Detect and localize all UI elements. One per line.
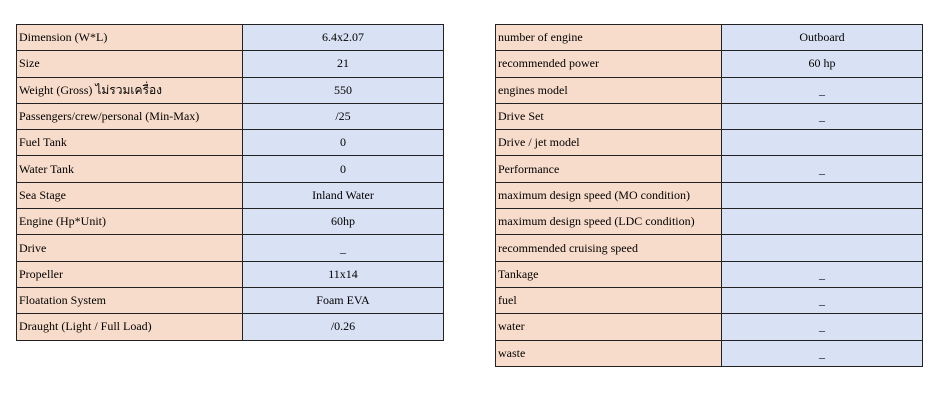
row-label: Engine (Hp*Unit) (16, 208, 243, 236)
row-value: /25 (242, 102, 444, 131)
table-row: Weight (Gross) ไม่รวมเครื่อง 550 (16, 76, 444, 104)
table-row: Performance _ (495, 155, 923, 183)
table-row: waste _ (495, 339, 923, 367)
table-row: number of engine Outboard (495, 23, 923, 52)
table-row: maximum design speed (LDC condition) (495, 208, 923, 236)
row-value: 21 (242, 50, 444, 78)
left-table: Dimension (W*L) 6.4x2.07 Size 21 Weight (Gro… (16, 23, 444, 341)
row-value: _ (242, 234, 444, 262)
table-row: Passengers/crew/personal (Min-Max)/25 (16, 102, 444, 131)
row-value (721, 181, 923, 210)
table-row: recommended cruising speed (495, 234, 923, 262)
row-label: recommended cruising speed (495, 234, 722, 262)
table-row: fuel _ (495, 286, 923, 315)
row-label: Water Tank (16, 155, 243, 183)
row-value: 0 (242, 155, 444, 183)
table-row: Sea Stage Inland Water (16, 181, 444, 210)
table-row: Water Tank 0 (16, 155, 444, 183)
row-value: /0.26 (242, 313, 444, 341)
right-table: number of engine Outboard recommended powe… (495, 23, 923, 367)
table-row: Drive _ (16, 234, 444, 262)
row-label: water (495, 313, 722, 341)
row-label: Sea Stage (16, 181, 243, 210)
row-value: 60 hp (721, 50, 923, 78)
row-value: _ (721, 313, 923, 341)
row-value: _ (721, 339, 923, 367)
row-value: _ (721, 102, 923, 131)
row-label: Drive / jet model (495, 129, 722, 157)
table-row: water _ (495, 313, 923, 341)
row-value: _ (721, 155, 923, 183)
row-value: _ (721, 76, 923, 104)
row-label: Performance (495, 155, 722, 183)
table-row: Dimension (W*L) 6.4x2.07 (16, 23, 444, 52)
table-row: Tankage _ (495, 260, 923, 288)
row-label: Propeller (16, 260, 243, 288)
row-label: Passengers/crew/personal (Min-Max) (16, 102, 243, 131)
row-label: Tankage (495, 260, 722, 288)
table-row: Engine (Hp*Unit) 60hp (16, 208, 444, 236)
table-row: Fuel Tank 0 (16, 129, 444, 157)
row-value: 0 (242, 129, 444, 157)
row-value (721, 208, 923, 236)
row-value: Outboard (721, 23, 923, 52)
row-value: 550 (242, 76, 444, 104)
row-label: Dimension (W*L) (16, 23, 243, 52)
row-value: 11x14 (242, 260, 444, 288)
table-row: Size 21 (16, 50, 444, 78)
row-label: Drive Set (495, 102, 722, 131)
row-label: Drive (16, 234, 243, 262)
table-row: Propeller 11x14 (16, 260, 444, 288)
row-label: Draught (Light / Full Load) (16, 313, 243, 341)
row-label: maximum design speed (MO condition) (495, 181, 722, 210)
row-value: 6.4x2.07 (242, 23, 444, 52)
table-row: engines model _ (495, 76, 923, 104)
row-value: _ (721, 286, 923, 315)
row-value (721, 234, 923, 262)
row-label: Weight (Gross) ไม่รวมเครื่อง (16, 76, 243, 104)
table-row: Floatation System Foam EVA (16, 286, 444, 315)
row-label: Floatation System (16, 286, 243, 315)
row-value: 60hp (242, 208, 444, 236)
table-row: Drive / jet model (495, 129, 923, 157)
table-row: maximum design speed (MO condition) (495, 181, 923, 210)
table-row: Drive Set _ (495, 102, 923, 131)
row-label: Fuel Tank (16, 129, 243, 157)
row-value (721, 129, 923, 157)
row-value: _ (721, 260, 923, 288)
row-label: waste (495, 339, 722, 367)
row-label: fuel (495, 286, 722, 315)
row-label: engines model (495, 76, 722, 104)
row-value: Foam EVA (242, 286, 444, 315)
table-row: Draught (Light / Full Load)/0.26 (16, 313, 444, 341)
row-label: number of engine (495, 23, 722, 52)
row-value: Inland Water (242, 181, 444, 210)
row-label: Size (16, 50, 243, 78)
row-label: maximum design speed (LDC condition) (495, 208, 722, 236)
row-label: recommended power (495, 50, 722, 78)
table-row: recommended power 60 hp (495, 50, 923, 78)
